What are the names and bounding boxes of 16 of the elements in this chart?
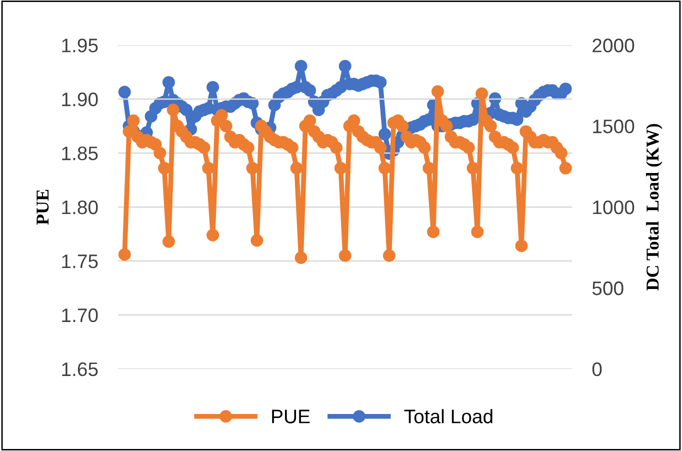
y-tick-label: 1.85 — [62, 146, 98, 160]
y-tick-label: 1.90 — [62, 92, 98, 106]
y-axis-title: PUE — [36, 190, 49, 225]
y2-axis-title: DC Total Load (KW) — [646, 124, 662, 290]
y-tick-label: 1.70 — [62, 308, 98, 322]
y2-tick-label: 500 — [592, 281, 624, 296]
y-tick-label: 1.80 — [62, 200, 98, 214]
y-tick-label: 1.75 — [62, 254, 98, 268]
legend-label: PUE — [272, 410, 310, 424]
legend-label: Total Load — [404, 409, 492, 424]
y-tick-label: 1.95 — [62, 38, 98, 52]
y2-tick-label: 2000 — [592, 38, 634, 52]
y2-tick-label: 1000 — [593, 200, 634, 214]
y2-tick-label: 1500 — [593, 120, 634, 134]
y2-tick-label: 0 — [592, 362, 602, 376]
y-tick-label: 1.65 — [62, 362, 98, 376]
